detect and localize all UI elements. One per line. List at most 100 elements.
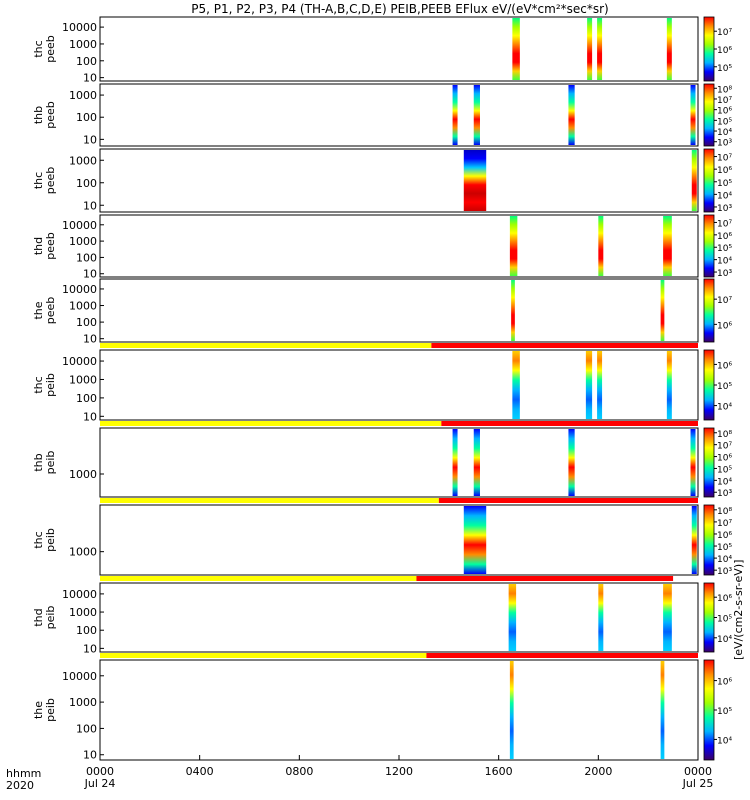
colorbar-tick-label: 10⁵ (717, 615, 732, 625)
colorbar-tick-label: 10⁵ (717, 64, 732, 74)
panel-9: 10 100 1000 10000 thd peib 10⁴ 10⁵ 10⁶ (32, 576, 732, 655)
colorbar (703, 214, 715, 278)
panel-background (100, 84, 698, 146)
colorbar-tick-label: 10⁷ (717, 296, 732, 306)
time-axis: hhmm 2020 0000 0400 0800 1200 1600 2000 0000Ju… (6, 755, 713, 792)
panel-frame (99, 148, 699, 213)
panel-ylabel-probe: thb (32, 106, 45, 124)
colorbar-tick-label: 10³ (717, 567, 732, 577)
time-axis-corner-label-year: 2020 (6, 779, 34, 792)
spectrogram-burst (508, 584, 517, 651)
colorbar-tick-label: 10⁵ (717, 543, 732, 553)
spectrogram-burst (512, 351, 520, 419)
panel-frame (99, 504, 699, 576)
spectrogram-burst (568, 429, 575, 496)
colorbar-tick-label: 10⁵ (717, 465, 732, 475)
panel-background (100, 583, 698, 652)
panel-frame (99, 16, 699, 82)
x-tick-label: 2000 (584, 765, 612, 778)
mode-bar-red (438, 498, 698, 503)
colorbar-tick-label: 10⁴ (717, 128, 732, 138)
colorbar-tick-label: 10⁶ (717, 107, 732, 117)
spectrogram-burst (473, 429, 480, 496)
mode-bar-red (431, 343, 698, 348)
colorbar-tick-label: 10⁶ (717, 232, 732, 242)
panel-ylabel-probe: thd (32, 608, 45, 626)
panel-ylabel-product: peib (44, 451, 57, 475)
panel-background (100, 660, 698, 760)
colorbar-tick-label: 10⁵ (717, 382, 732, 392)
y-tick-label: 10000 (62, 283, 97, 296)
spectrogram-burst (663, 216, 672, 276)
panel-background (100, 350, 698, 420)
colorbar-tick-label: 10⁶ (717, 46, 732, 56)
spectrogram-burst (473, 85, 480, 145)
colorbar-tick-label: 10⁶ (717, 531, 732, 541)
panel-background (100, 17, 698, 81)
x-tick-label: 0400 (186, 765, 214, 778)
colorbar-tick-label: 10⁷ (717, 154, 732, 164)
y-tick-label: 1000 (69, 235, 97, 248)
y-tick-label: 100 (76, 177, 97, 190)
spectrogram-burst (511, 280, 515, 341)
spectrogram-burst (452, 429, 458, 496)
spectrogram-burst (597, 351, 603, 419)
spectrogram-burst (690, 429, 696, 496)
mode-bar-yellow (100, 421, 442, 426)
mode-bar-yellow (100, 653, 427, 658)
x-tick-label: 0800 (285, 765, 313, 778)
mode-bar-red (426, 653, 698, 658)
spectrogram-burst (587, 18, 593, 80)
panel-ylabel-probe: thc (32, 376, 45, 393)
date-label-end: Jul 25 (682, 777, 714, 790)
panel-ylabel-probe: thc (32, 40, 45, 57)
colorbar-tick-label: 10⁸ (717, 85, 732, 95)
mode-bar-red (441, 421, 698, 426)
spectrogram-burst (597, 18, 603, 80)
y-tick-label: 10 (83, 133, 97, 146)
spectrogram-burst (568, 85, 575, 145)
spectrogram-burst (660, 661, 665, 759)
panel-frame (99, 83, 699, 147)
colorbar-tick-label: 10⁴ (717, 635, 732, 645)
y-tick-label: 10 (83, 333, 97, 346)
y-tick-label: 10000 (62, 670, 97, 683)
spectrogram-burst (585, 351, 593, 419)
panel-ylabel-probe: thc (32, 531, 45, 548)
panel-ylabel-product: peeb (44, 297, 57, 325)
spectrogram-burst (512, 18, 520, 80)
colorbar-tick-label: 10⁷ (717, 442, 732, 452)
colorbar-tick-label: 10⁴ (717, 736, 732, 746)
panel-5: 10 100 1000 10000 the peeb 10⁶ 10⁷ (32, 278, 732, 346)
y-tick-label: 10 (83, 268, 97, 281)
panel-10: 10 100 1000 10000 the peib 10⁴ 10⁵ 10⁶ (32, 653, 732, 762)
spectrogram-burst (509, 661, 514, 759)
panel-ylabel-product: peeb (44, 101, 57, 129)
panel-frame (99, 214, 699, 278)
panel-ylabel-probe: thd (32, 237, 45, 255)
panel-ylabel-probe: the (32, 301, 45, 319)
spectrogram-burst (598, 584, 604, 651)
y-tick-label: 100 (76, 316, 97, 329)
y-tick-label: 100 (76, 251, 97, 264)
y-tick-label: 1000 (69, 38, 97, 51)
colorbar-tick-label: 10⁶ (717, 166, 732, 176)
panel-8: 1000 thc peib 10³ 10⁴ 10⁵ 10⁶ 10⁷ 10⁸ (32, 498, 732, 577)
colorbar-tick-label: 10⁸ (717, 507, 732, 517)
mode-bar-yellow (100, 343, 432, 348)
colorbar-tick-label: 10⁷ (717, 519, 732, 529)
colorbar-tick-label: 10⁵ (717, 179, 732, 189)
colorbar (703, 582, 715, 653)
panel-ylabel-product: peib (44, 373, 57, 397)
y-tick-label: 1000 (69, 606, 97, 619)
colorbar-tick-label: 10⁵ (717, 707, 732, 717)
y-tick-label: 10 (83, 642, 97, 655)
panel-background (100, 149, 698, 212)
colorbar (703, 278, 715, 343)
y-tick-label: 10 (83, 749, 97, 762)
y-tick-label: 1000 (69, 89, 97, 102)
panel-frame (99, 582, 699, 653)
y-tick-label: 10000 (62, 21, 97, 34)
